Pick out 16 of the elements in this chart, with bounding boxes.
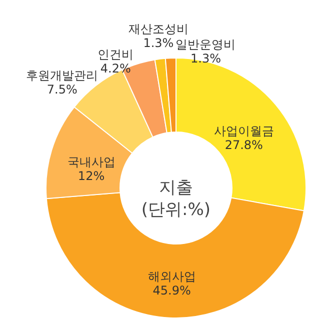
data-label: 4.2%	[100, 61, 131, 76]
slice-label: 국내사업	[67, 155, 116, 170]
data-label: 1.3%	[190, 51, 221, 66]
data-label: 12%	[78, 169, 105, 184]
text: (단위:%)	[141, 200, 211, 220]
slice-label: 해외사업	[148, 269, 196, 284]
slice-label: 인건비	[98, 47, 134, 62]
data-label: 7.5%	[46, 82, 78, 97]
data-label: 27.8%	[224, 138, 263, 152]
slice-label: 일반운영비	[176, 37, 236, 52]
data-label: 45.9%	[152, 283, 191, 298]
data-label: 1.3%	[143, 36, 174, 50]
slice-label: 재산조성비	[128, 22, 188, 36]
slice-label: 사업이월금	[214, 124, 274, 138]
slice-label: 후원개발관리	[26, 68, 98, 83]
text: 지출	[159, 178, 193, 198]
